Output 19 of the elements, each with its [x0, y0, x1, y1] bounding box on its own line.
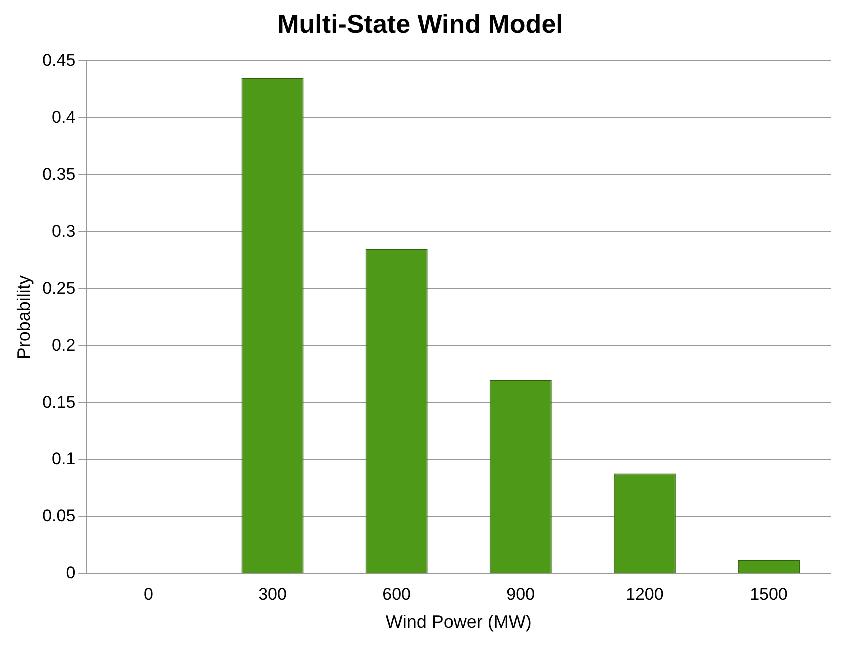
chart-title: Multi-State Wind Model: [278, 8, 564, 39]
y-tick-label: 0: [66, 564, 76, 583]
y-axis-title: Probability: [14, 276, 34, 360]
y-tick-label: 0.25: [42, 278, 76, 298]
x-tick-label: 300: [258, 584, 287, 604]
x-tick-label: 1200: [626, 584, 664, 604]
x-tick-label: 900: [506, 584, 536, 604]
y-tick-label: 0.3: [52, 222, 76, 241]
x-tick-label: 1500: [750, 584, 788, 604]
y-tick-label: 0.45: [42, 50, 76, 70]
x-axis-title: Wind Power (MW): [386, 612, 532, 632]
x-tick-label: 600: [382, 584, 412, 604]
y-tick-label: 0.4: [52, 108, 76, 127]
y-tick-label: 0.2: [52, 336, 76, 355]
y-tick-label: 0.15: [42, 392, 76, 412]
y-tick-label: 0.1: [52, 450, 76, 469]
y-tick-label: 0.35: [42, 164, 76, 184]
y-tick-label: 0.05: [42, 506, 76, 526]
x-tick-label: 0: [144, 584, 154, 604]
